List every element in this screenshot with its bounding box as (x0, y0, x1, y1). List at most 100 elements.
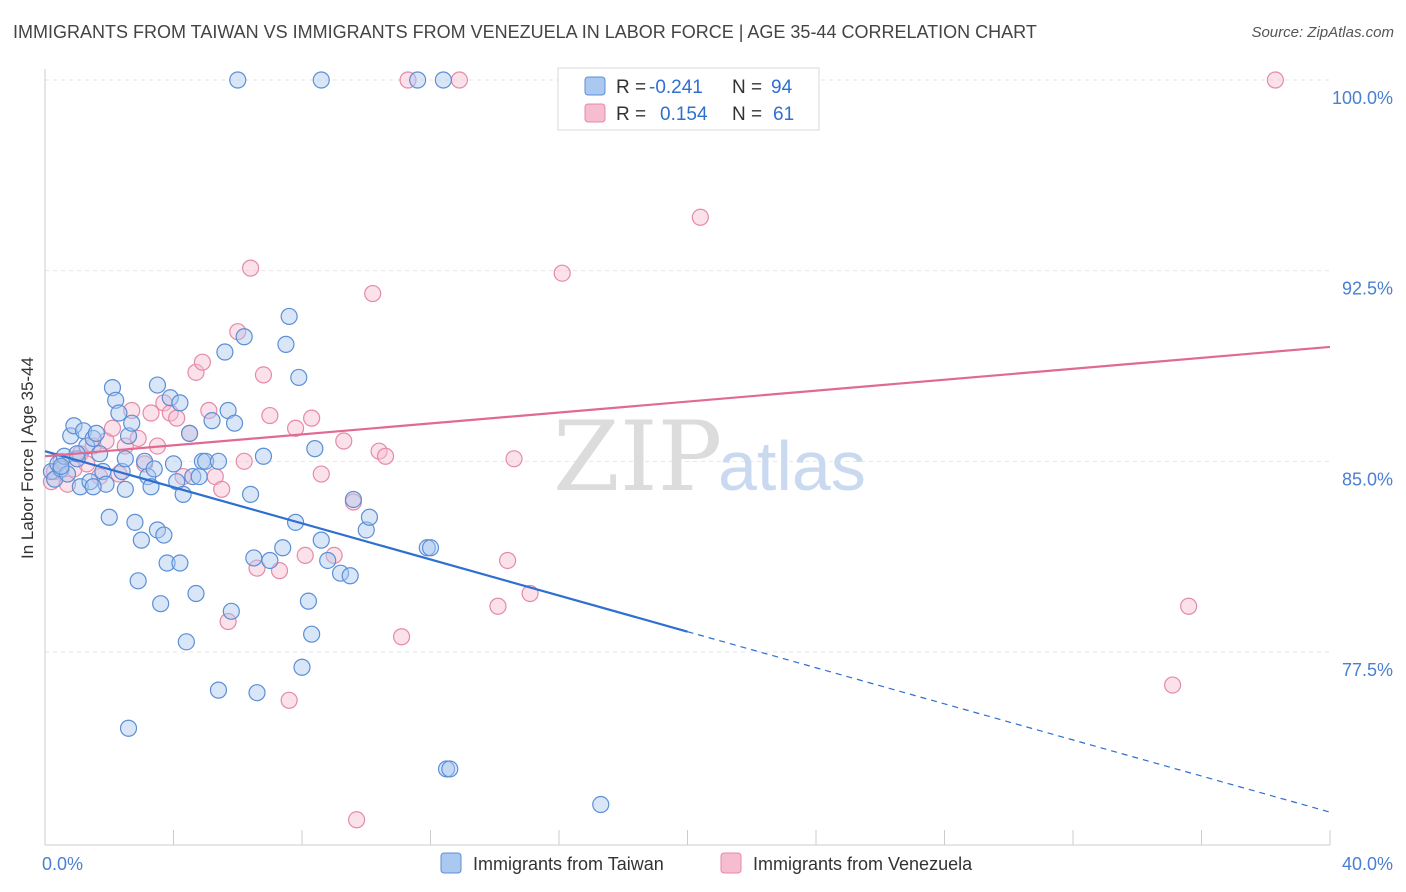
venezuela-point (553, 264, 571, 282)
venezuela-point (213, 480, 231, 498)
taiwan-point (216, 343, 234, 361)
venezuela-point (489, 597, 507, 615)
bottom-legend-swatch-venezuela (720, 852, 742, 874)
venezuela-point (1163, 676, 1182, 694)
venezuela-point (505, 450, 523, 468)
taiwan-point (107, 391, 125, 409)
legend-n-value-venezuela: 61 (773, 104, 794, 125)
taiwan-point (592, 795, 610, 814)
taiwan-point (293, 658, 311, 676)
taiwan-point (235, 328, 253, 346)
venezuela-point (280, 691, 298, 709)
taiwan-point (129, 572, 147, 590)
taiwan-point (274, 539, 292, 557)
venezuela-point (691, 208, 709, 226)
taiwan-point (119, 427, 138, 445)
taiwan-point (312, 71, 330, 89)
venezuela-point (312, 465, 330, 483)
taiwan-point (180, 424, 199, 442)
venezuela-point (193, 353, 212, 371)
venezuela-point (399, 71, 417, 89)
taiwan-point (100, 508, 118, 526)
taiwan-trendline (44, 450, 688, 633)
taiwan-point (299, 592, 318, 610)
taiwan-point (229, 71, 247, 89)
venezuela-point (248, 559, 266, 577)
y-tick-label: 85.0% (1342, 469, 1393, 489)
taiwan-point (203, 412, 221, 430)
taiwan-point (209, 452, 228, 470)
taiwan-point (152, 595, 170, 613)
venezuela-point (187, 363, 205, 381)
venezuela-point (200, 401, 218, 420)
venezuela-point (392, 628, 411, 646)
legend-r-label-venezuela: R = (616, 104, 646, 125)
taiwan-point (441, 760, 459, 778)
venezuela-point (1180, 597, 1198, 615)
taiwan-point (171, 394, 189, 412)
taiwan-point (116, 450, 134, 468)
taiwan-point (190, 467, 208, 486)
taiwan-point (145, 460, 163, 478)
taiwan-point (155, 526, 173, 544)
venezuela-trendline (44, 345, 1331, 458)
series-legend: Immigrants from Taiwan Immigrants from V… (440, 852, 973, 874)
taiwan-point (306, 440, 324, 458)
venezuela-point (335, 432, 353, 450)
taiwan-point (177, 633, 195, 651)
legend-r-value-venezuela: 0.154 (660, 104, 708, 125)
x-axis-ticks (44, 830, 1331, 845)
taiwan-point (209, 681, 228, 699)
taiwan-point (158, 554, 176, 572)
taiwan-point (71, 478, 89, 496)
bottom-legend-label-taiwan: Immigrants from Taiwan (473, 854, 664, 874)
venezuela-point (450, 71, 469, 89)
venezuela-point (168, 409, 186, 427)
taiwan-point (187, 584, 205, 603)
taiwan-point (409, 71, 427, 89)
venezuela-point (1266, 71, 1284, 89)
taiwan-point (110, 404, 128, 422)
taiwan-point (280, 307, 298, 326)
taiwan-point (97, 475, 115, 493)
watermark-atlas: atlas (718, 427, 866, 505)
taiwan-point (119, 719, 138, 737)
taiwan-point (65, 417, 83, 435)
legend-n-label-venezuela: N = (732, 104, 762, 125)
taiwan-point (126, 513, 144, 531)
y-tick-label: 92.5% (1342, 279, 1393, 299)
taiwan-point (225, 414, 244, 432)
taiwan-point (171, 554, 189, 572)
taiwan-point (434, 71, 452, 89)
venezuela-point (286, 419, 305, 437)
gridlines (45, 79, 1330, 653)
stats-legend: R = -0.241 N = 94 R = 0.154 N = 61 (557, 67, 820, 131)
y-tick-label: 77.5% (1342, 660, 1393, 680)
venezuela-point (261, 406, 279, 425)
taiwan-point (303, 625, 321, 643)
series-taiwan-points (42, 71, 610, 814)
taiwan-point (357, 521, 375, 539)
legend-n-label-taiwan: N = (732, 77, 762, 98)
taiwan-point (421, 539, 440, 557)
taiwan-point (197, 452, 215, 470)
taiwan-point (248, 684, 266, 702)
taiwan-point (84, 429, 102, 448)
venezuela-point (58, 475, 77, 493)
chart-title: IMMIGRANTS FROM TAIWAN VS IMMIGRANTS FRO… (13, 22, 1037, 42)
y-axis-label: In Labor Force | Age 35-44 (18, 357, 37, 559)
bottom-legend-swatch-taiwan (440, 852, 462, 874)
venezuela-point (142, 404, 160, 422)
taiwan-point (312, 531, 330, 549)
x-tick-label-min: 0.0% (42, 854, 83, 874)
venezuela-point (123, 401, 141, 420)
taiwan-point (254, 447, 273, 465)
taiwan-point (245, 549, 263, 567)
taiwan-point (242, 485, 260, 503)
taiwan-point (331, 564, 350, 582)
taiwan-point (123, 414, 141, 432)
taiwan-point (261, 551, 279, 570)
taiwan-point (222, 602, 240, 620)
taiwan-point (52, 457, 70, 476)
